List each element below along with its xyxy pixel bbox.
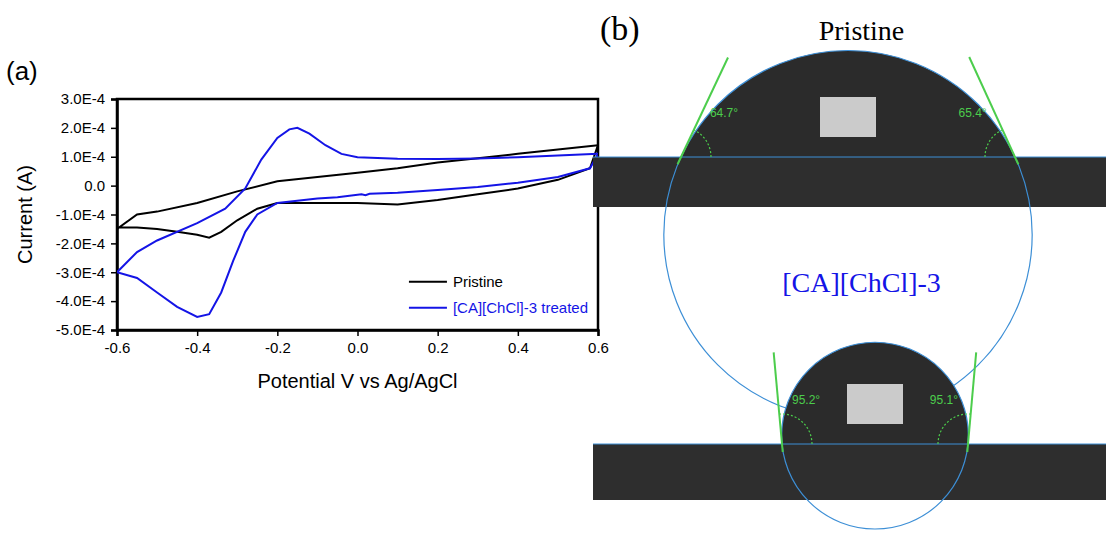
y-tick-label: -5.0E-4 [56, 321, 105, 338]
reflection [847, 384, 903, 424]
y-tick: 3.0E-4 [61, 90, 117, 107]
y-tick: -1.0E-4 [56, 206, 117, 223]
y-tick-mark [111, 185, 117, 187]
y-tick-label: 0.0 [84, 177, 105, 194]
angle-arc [985, 130, 1003, 157]
y-axis-title: Current (A) [14, 165, 36, 264]
x-tick-label: 0.6 [588, 339, 609, 356]
y-tick-label: 1.0E-4 [61, 148, 105, 165]
y-tick: 0.0 [84, 177, 117, 194]
plot-area [117, 128, 598, 317]
angle-arc [694, 130, 711, 157]
y-tick-mark [111, 128, 117, 130]
x-axis: -0.6 -0.4 -0.2 0.0 0.2 0.4 0.6 [105, 330, 609, 356]
y-tick: -5.0E-4 [56, 321, 117, 338]
legend-label: [CA][ChCl]-3 treated [453, 299, 588, 316]
angle-arc [779, 414, 812, 444]
x-tick-label: -0.2 [265, 339, 291, 356]
angle-label: 95.2° [792, 393, 820, 407]
y-tick: 1.0E-4 [61, 148, 117, 165]
y-axis-line [111, 100, 118, 331]
legend-swatch [409, 307, 447, 309]
y-tick-mark [111, 214, 117, 216]
x-tick: 0.6 [588, 330, 609, 356]
x-tick: -0.2 [265, 330, 291, 356]
x-tick-mark [518, 330, 520, 336]
substrate [593, 444, 1106, 500]
y-axis: -5.0E-4 -4.0E-4 -3.0E-4 -2.0E-4 -1.0E-4 0.0 1.… [56, 90, 118, 338]
baseline [593, 157, 1106, 158]
y-tick-mark [111, 243, 117, 245]
y-tick-mark [111, 272, 117, 274]
droplet [681, 51, 1015, 157]
panel-letter: (a) [6, 56, 38, 86]
y-tick: -3.0E-4 [56, 264, 117, 281]
x-tick-label: 0.0 [348, 339, 369, 356]
reflection [820, 97, 876, 137]
x-tick-label: -0.4 [185, 339, 211, 356]
x-axis-line [118, 331, 599, 337]
droplet [782, 342, 969, 444]
x-tick-label: -0.6 [105, 339, 131, 356]
legend: Pristine [CA][ChCl]-3 treated [409, 273, 588, 316]
y-tick-mark [111, 99, 117, 101]
cv-curve [117, 128, 598, 317]
angle-arc [938, 414, 971, 444]
x-tick: -0.6 [105, 330, 131, 356]
tangent-line [774, 352, 783, 452]
x-tick: 0.4 [508, 330, 529, 356]
y-tick: -4.0E-4 [56, 292, 117, 309]
x-tick-mark [357, 330, 359, 336]
plot-frame [117, 99, 598, 330]
x-tick: -0.4 [185, 330, 211, 356]
baseline [593, 444, 1106, 445]
y-tick-mark [111, 301, 117, 303]
y-tick: 2.0E-4 [61, 119, 117, 136]
cv-curve [117, 145, 598, 237]
angle-label: 65.4° [959, 106, 987, 120]
figure: -0.6 -0.4 -0.2 0.0 0.2 0.4 0.6 -5.0E-4 -4.0E-4 -3… [0, 0, 1110, 546]
x-tick-label: 0.4 [508, 339, 529, 356]
angle-label: 95.1° [930, 393, 958, 407]
panel-letter: (b) [600, 10, 640, 48]
legend-swatch [409, 281, 447, 283]
angle-label: 64.7° [710, 106, 738, 120]
sample-title: [CA][ChCl]-3 [782, 267, 941, 298]
fit-circle [782, 342, 969, 529]
y-tick-label: -4.0E-4 [56, 292, 105, 309]
legend-label: Pristine [453, 273, 503, 290]
tangent-line [967, 352, 976, 452]
x-tick-mark [277, 330, 279, 336]
y-tick-mark [111, 157, 117, 159]
y-tick-label: -2.0E-4 [56, 235, 105, 252]
x-tick: 0.2 [428, 330, 449, 356]
y-tick-label: -3.0E-4 [56, 264, 105, 281]
sample-title: Pristine [819, 15, 905, 46]
x-tick-mark [598, 330, 600, 336]
y-tick-mark [111, 330, 117, 332]
y-tick-label: 2.0E-4 [61, 119, 105, 136]
x-tick-label: 0.2 [428, 339, 449, 356]
x-tick: 0.0 [348, 330, 369, 356]
x-axis-title: Potential V vs Ag/AgCl [257, 370, 457, 392]
x-tick-mark [197, 330, 199, 336]
y-tick: -2.0E-4 [56, 235, 117, 252]
y-tick-label: 3.0E-4 [61, 90, 105, 107]
y-tick-label: -1.0E-4 [56, 206, 105, 223]
x-tick-mark [437, 330, 439, 336]
